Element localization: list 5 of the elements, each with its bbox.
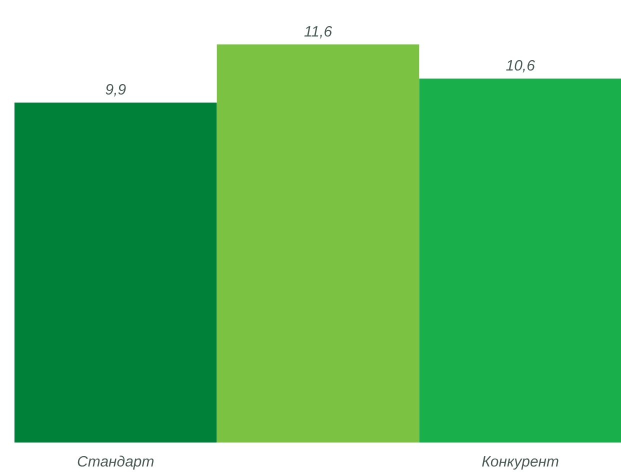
data-label: 9,9 xyxy=(105,82,127,99)
data-label: 10,6 xyxy=(506,58,536,75)
x-tick-label: Стандарт xyxy=(77,454,154,470)
x-tick-label: Конкурент xyxy=(482,454,560,470)
data-label: 11,6 xyxy=(304,23,333,40)
